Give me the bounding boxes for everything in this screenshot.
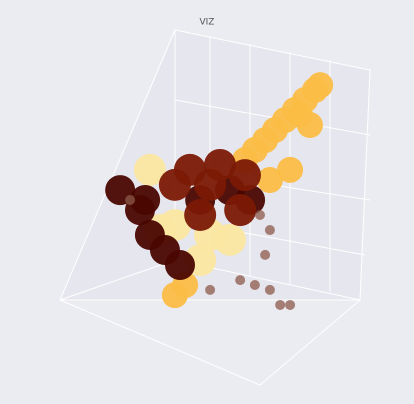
point: [228, 159, 261, 192]
point: [264, 284, 275, 295]
point: [249, 280, 260, 290]
point: [285, 299, 296, 310]
point: [277, 156, 304, 183]
point: [275, 299, 286, 310]
point: [133, 153, 166, 186]
point: [260, 249, 271, 260]
point: [125, 194, 136, 205]
point: [224, 194, 257, 227]
chart-title: VIZ: [200, 18, 215, 28]
point: [165, 250, 195, 281]
point: [255, 210, 265, 220]
point: [213, 223, 246, 256]
point: [264, 225, 275, 236]
point: [194, 168, 227, 201]
point: [256, 167, 283, 193]
point: [205, 284, 216, 295]
point: [235, 275, 246, 286]
point: [158, 168, 191, 201]
point: [130, 184, 161, 215]
point: [307, 72, 334, 99]
point: [184, 199, 217, 231]
point: [296, 112, 323, 139]
